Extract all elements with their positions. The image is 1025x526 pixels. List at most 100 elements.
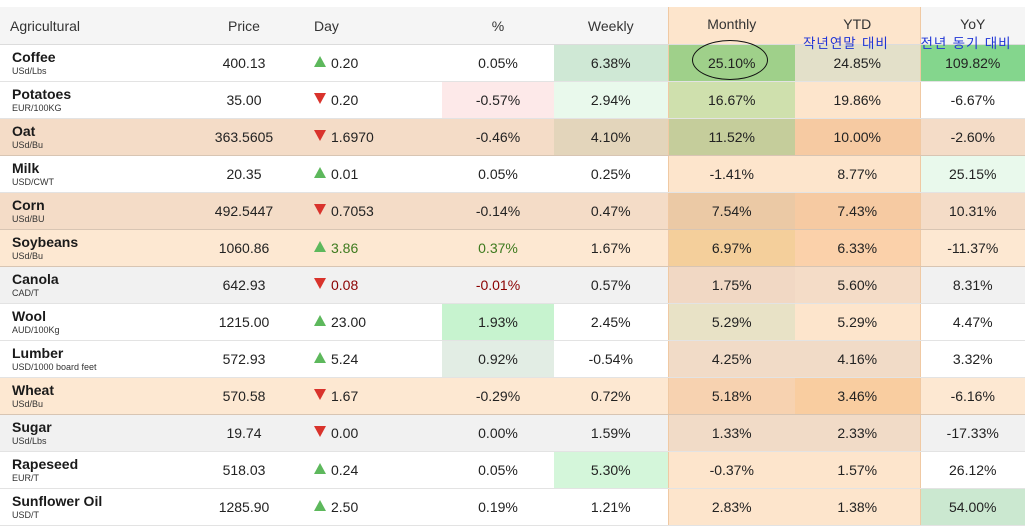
percent-change-cell: -0.46% (442, 119, 554, 156)
day-change-value: 1.6970 (331, 129, 374, 145)
yoy-change-cell: -6.67% (920, 82, 1025, 119)
commodity-unit: EUR/100KG (12, 103, 183, 113)
commodity-name[interactable]: Canola (12, 271, 183, 287)
commodity-unit: USd/Lbs (12, 66, 183, 76)
price-cell: 35.00 (183, 82, 305, 119)
percent-change-cell: 1.93% (442, 304, 554, 341)
commodity-name[interactable]: Milk (12, 160, 183, 176)
header-monthly-label: Monthly (669, 16, 796, 32)
weekly-change-cell: 1.67% (554, 230, 668, 267)
commodity-name[interactable]: Oat (12, 123, 183, 139)
monthly-change-cell: 25.10% (668, 45, 795, 82)
percent-change-cell: 0.92% (442, 341, 554, 378)
price-cell: 1285.90 (183, 489, 305, 526)
price-cell: 518.03 (183, 452, 305, 489)
day-change-value: 0.7053 (331, 203, 374, 219)
weekly-change-cell: 0.72% (554, 378, 668, 415)
table-header-row: Agricultural Price Day % Weekly Monthly … (0, 7, 1025, 45)
yoy-change-cell: 4.47% (920, 304, 1025, 341)
weekly-change-cell: 0.47% (554, 193, 668, 230)
monthly-change-cell: -0.37% (668, 452, 795, 489)
up-arrow-icon (314, 241, 326, 252)
percent-change-cell: 0.19% (442, 489, 554, 526)
commodity-name[interactable]: Wool (12, 308, 183, 324)
commodity-unit: USD/T (12, 510, 183, 520)
day-change-value: 0.20 (331, 92, 358, 108)
commodity-unit: USd/Lbs (12, 436, 183, 446)
commodity-unit: USd/Bu (12, 140, 183, 150)
commodity-name[interactable]: Lumber (12, 345, 183, 361)
up-arrow-icon (314, 56, 326, 67)
down-arrow-icon (314, 93, 326, 104)
commodity-name[interactable]: Potatoes (12, 86, 183, 102)
up-arrow-icon (314, 167, 326, 178)
header-agricultural[interactable]: Agricultural (0, 7, 183, 45)
day-change-value: 0.00 (331, 425, 358, 441)
up-arrow-icon (314, 315, 326, 326)
header-percent[interactable]: % (442, 7, 554, 45)
header-monthly[interactable]: Monthly (668, 7, 795, 45)
weekly-change-cell: 4.10% (554, 119, 668, 156)
commodity-name[interactable]: Soybeans (12, 234, 183, 250)
yoy-change-cell: 3.32% (920, 341, 1025, 378)
yoy-change-cell: 26.12% (920, 452, 1025, 489)
commodity-name[interactable]: Coffee (12, 49, 183, 65)
header-weekly[interactable]: Weekly (554, 7, 668, 45)
monthly-change-cell: 11.52% (668, 119, 795, 156)
day-change-cell: 0.24 (305, 452, 442, 489)
ytd-change-cell: 1.57% (795, 452, 920, 489)
price-cell: 363.5605 (183, 119, 305, 156)
commodity-name[interactable]: Corn (12, 197, 183, 213)
commodity-name[interactable]: Sugar (12, 419, 183, 435)
ytd-change-cell: 10.00% (795, 119, 920, 156)
yoy-change-cell: 8.31% (920, 267, 1025, 304)
weekly-change-cell: 2.45% (554, 304, 668, 341)
header-yoy[interactable]: YoY 전년 동기 대비 (920, 7, 1025, 45)
monthly-change-cell: 1.33% (668, 415, 795, 452)
header-price[interactable]: Price (183, 7, 305, 45)
header-ytd-label: YTD (795, 16, 920, 32)
header-day[interactable]: Day (305, 7, 442, 45)
commodity-name[interactable]: Sunflower Oil (12, 493, 183, 509)
day-change-cell: 5.24 (305, 341, 442, 378)
weekly-change-cell: 0.25% (554, 156, 668, 193)
commodity-name[interactable]: Rapeseed (12, 456, 183, 472)
header-ytd[interactable]: YTD 작년연말 대비 (795, 7, 920, 45)
commodity-unit: USd/Bu (12, 399, 183, 409)
commodity-name[interactable]: Wheat (12, 382, 183, 398)
weekly-change-cell: -0.54% (554, 341, 668, 378)
ytd-change-cell: 7.43% (795, 193, 920, 230)
price-cell: 570.58 (183, 378, 305, 415)
monthly-change-cell: 6.97% (668, 230, 795, 267)
day-change-value: 0.24 (331, 462, 358, 478)
weekly-change-cell: 1.59% (554, 415, 668, 452)
percent-change-cell: -0.14% (442, 193, 554, 230)
ytd-change-cell: 3.46% (795, 378, 920, 415)
